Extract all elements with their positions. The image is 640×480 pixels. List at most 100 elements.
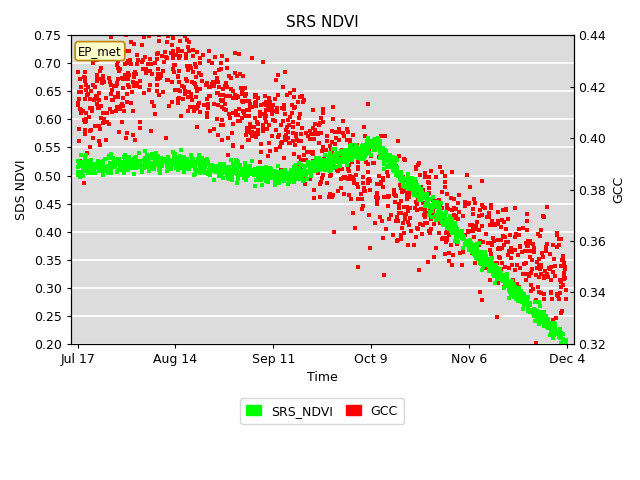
Point [122, 157, 132, 165]
Point [297, 92, 307, 100]
Point [483, 240, 493, 247]
Point [289, 168, 299, 176]
Point [99, 78, 109, 86]
Point [422, 196, 432, 204]
Point [288, 168, 298, 175]
Point [548, 331, 559, 339]
Point [270, 76, 280, 84]
Point [81, 69, 91, 76]
Point [174, 95, 184, 102]
Point [238, 72, 248, 80]
Point [369, 145, 379, 153]
Point [549, 255, 559, 263]
Point [105, 160, 115, 168]
Point [127, 163, 138, 170]
Point [292, 172, 302, 180]
Point [445, 214, 456, 222]
Point [465, 236, 475, 244]
Point [546, 327, 556, 335]
Point [100, 156, 110, 163]
Point [536, 289, 547, 297]
Point [515, 295, 525, 302]
Point [420, 202, 430, 209]
Point [191, 63, 202, 71]
Point [241, 168, 252, 176]
Point [295, 167, 305, 175]
Point [338, 117, 348, 125]
Point [440, 184, 450, 192]
Point [276, 172, 287, 180]
Point [200, 168, 210, 176]
Point [452, 240, 462, 248]
Point [220, 82, 230, 89]
Point [92, 93, 102, 100]
Point [392, 156, 403, 164]
Point [312, 160, 322, 168]
Point [406, 183, 416, 191]
Point [554, 334, 564, 341]
Point [128, 108, 138, 115]
Point [127, 160, 138, 168]
Point [129, 154, 140, 162]
Point [394, 236, 404, 243]
Point [534, 232, 545, 240]
Point [152, 157, 163, 165]
Point [451, 212, 461, 219]
Point [447, 222, 458, 229]
Point [541, 243, 552, 251]
Point [179, 153, 189, 160]
Point [353, 163, 364, 170]
Point [170, 150, 180, 158]
Point [89, 160, 99, 168]
Point [515, 243, 525, 251]
Point [289, 86, 299, 94]
Point [556, 263, 566, 270]
Point [120, 163, 131, 170]
Point [492, 265, 502, 273]
Point [477, 266, 487, 274]
Point [378, 144, 388, 152]
Point [131, 158, 141, 166]
Point [311, 168, 321, 175]
Point [140, 154, 150, 162]
Point [76, 157, 86, 165]
Point [273, 133, 284, 141]
Point [325, 190, 335, 198]
Point [491, 261, 501, 269]
Point [153, 75, 163, 83]
Point [195, 161, 205, 168]
Point [400, 176, 410, 184]
Point [503, 280, 513, 288]
Point [141, 159, 151, 167]
Point [325, 149, 335, 156]
Point [453, 230, 463, 238]
Point [72, 101, 83, 108]
Point [340, 150, 351, 158]
Point [216, 65, 226, 72]
Point [164, 156, 174, 164]
Point [381, 225, 391, 233]
Point [369, 144, 380, 152]
Point [385, 154, 396, 161]
Point [343, 165, 353, 173]
Point [114, 157, 124, 165]
Point [181, 50, 191, 58]
Point [443, 221, 453, 229]
Point [125, 159, 135, 167]
Point [476, 250, 486, 257]
Point [396, 173, 406, 180]
Point [424, 180, 435, 187]
Point [175, 37, 185, 45]
Point [501, 238, 511, 246]
Point [313, 130, 323, 138]
Point [431, 244, 442, 252]
Point [221, 107, 231, 114]
Point [352, 151, 362, 158]
Point [89, 96, 99, 103]
Point [234, 163, 244, 171]
Point [249, 168, 259, 176]
Point [554, 241, 564, 249]
Point [163, 153, 173, 161]
Point [369, 146, 379, 154]
Point [214, 67, 224, 74]
